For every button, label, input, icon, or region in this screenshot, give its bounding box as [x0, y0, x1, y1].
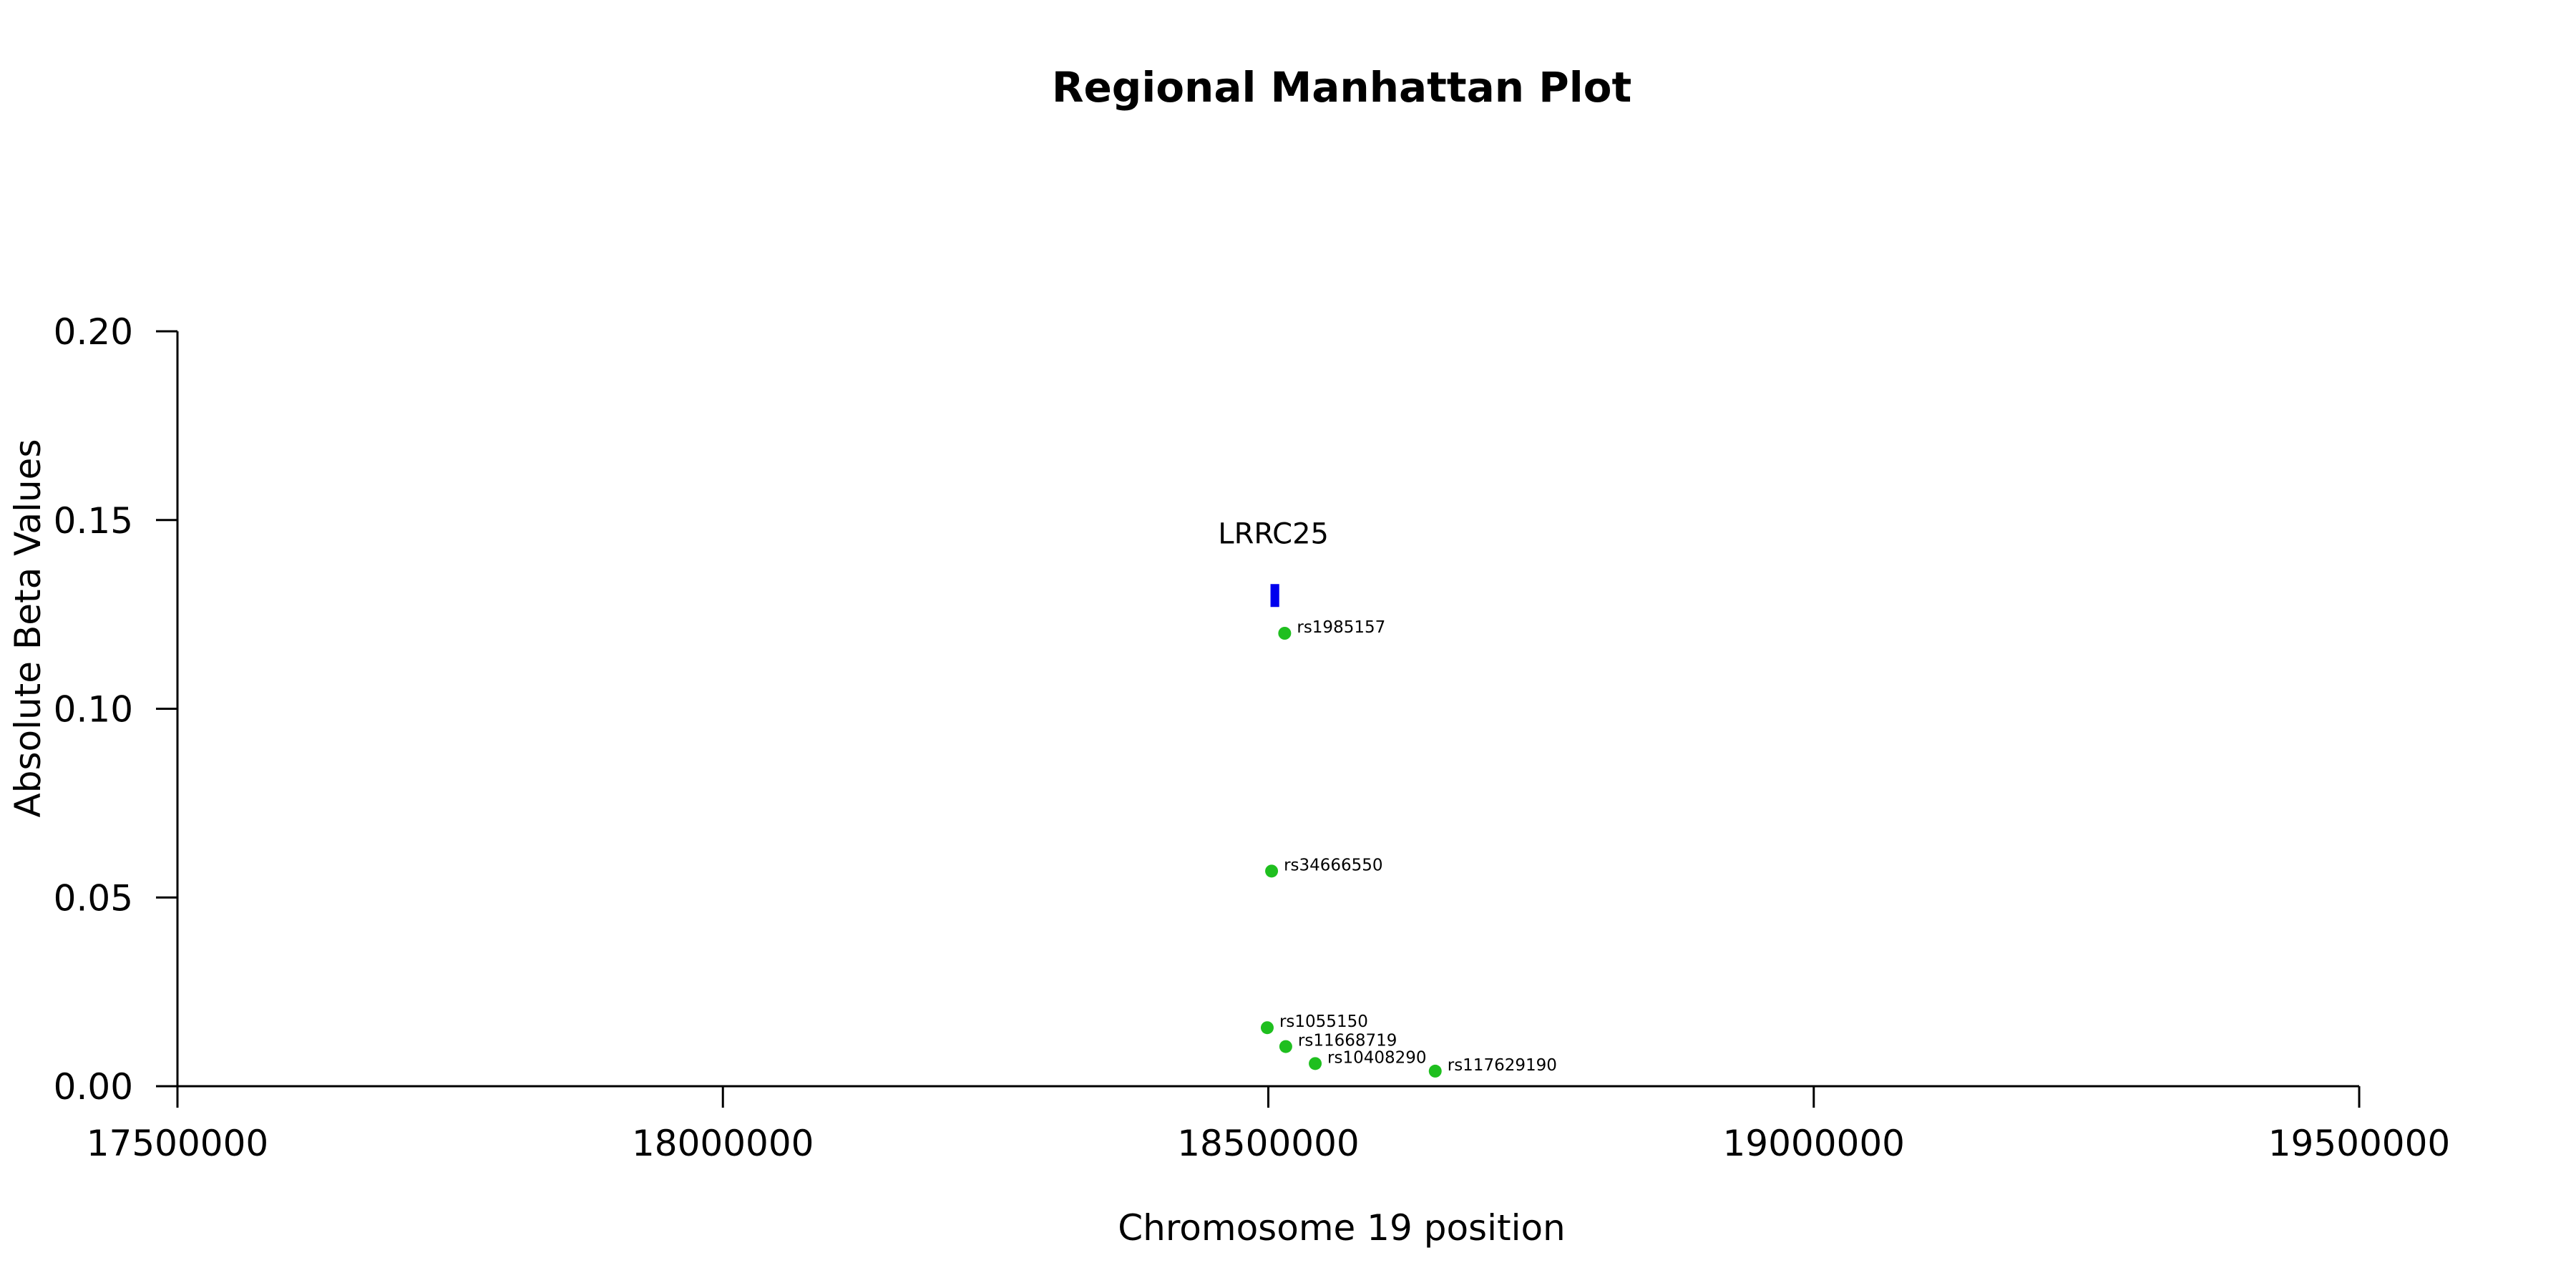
- x-tick-label: 19000000: [1723, 1123, 1906, 1164]
- snp-point: [1278, 627, 1292, 640]
- x-tick-label: 18500000: [1177, 1123, 1360, 1164]
- snp-point: [1279, 1040, 1292, 1053]
- snp-point: [1260, 1021, 1274, 1035]
- y-tick-label: 0.00: [54, 1066, 133, 1108]
- snp-label: rs11668719: [1298, 1032, 1397, 1050]
- y-tick-label: 0.05: [54, 877, 133, 919]
- gene-marker: [1270, 584, 1279, 608]
- chart-title: Regional Manhattan Plot: [1052, 63, 1631, 112]
- gene-label: LRRC25: [1218, 517, 1329, 550]
- snp-label: rs34666550: [1284, 856, 1383, 874]
- data-marks: LRRC25 rs1985157 rs34666550 rs1055150rs1166…: [1218, 517, 1557, 1078]
- snp-label: rs117629190: [1448, 1056, 1557, 1075]
- axes: 17500000 18000000 18500000 19000000 19500000…: [54, 311, 2451, 1164]
- snp-point: [1309, 1057, 1322, 1070]
- y-tick-label: 0.10: [54, 689, 133, 731]
- x-tick-label: 17500000: [87, 1123, 269, 1164]
- snp-label: rs10408290: [1327, 1048, 1427, 1067]
- y-tick-label: 0.20: [54, 311, 133, 353]
- snp-label: rs1055150: [1279, 1013, 1368, 1031]
- y-tick-label: 0.15: [54, 500, 133, 542]
- snp-point: [1265, 864, 1279, 878]
- snp-label: rs1985157: [1297, 618, 1385, 637]
- y-axis-label: Absolute Beta Values: [7, 439, 49, 818]
- x-axis-label: Chromosome 19 position: [1118, 1207, 1566, 1249]
- x-tick-label: 18000000: [632, 1123, 814, 1164]
- x-tick-label: 19500000: [2268, 1123, 2451, 1164]
- snp-point: [1428, 1064, 1442, 1078]
